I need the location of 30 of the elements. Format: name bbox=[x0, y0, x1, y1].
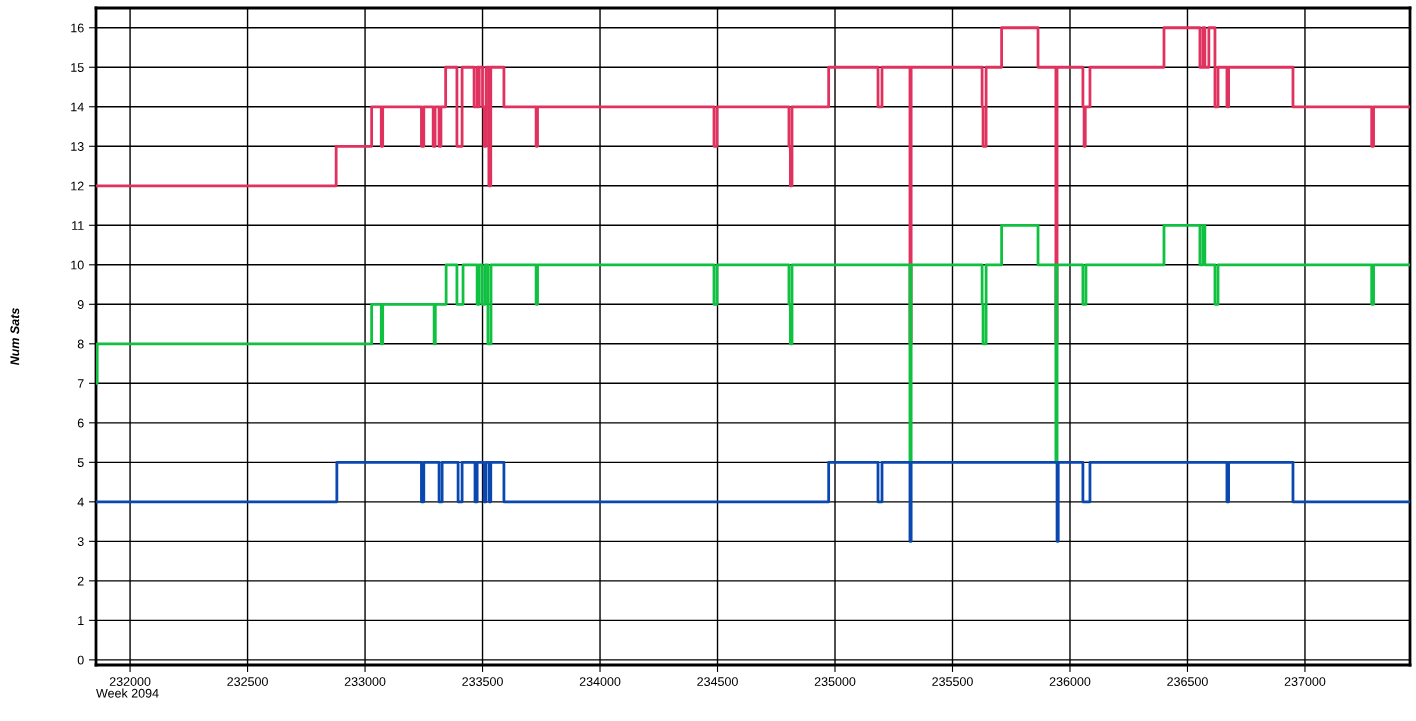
y-tick-label: 12 bbox=[71, 181, 84, 191]
x-tick-label: 236000 bbox=[1049, 677, 1091, 686]
x-tick-label: 233500 bbox=[462, 677, 503, 686]
y-tick-label: 2 bbox=[77, 576, 84, 586]
x-tick-label: 232000 bbox=[109, 677, 151, 686]
y-tick-label: 14 bbox=[71, 102, 84, 112]
y-tick-label: 8 bbox=[77, 339, 84, 349]
y-axis-title: Num Sats bbox=[10, 308, 20, 366]
y-tick-label: 7 bbox=[77, 379, 84, 388]
y-tick-label: 5 bbox=[77, 458, 84, 467]
x-tick-label: 235000 bbox=[814, 677, 856, 686]
y-tick-label: 0 bbox=[77, 655, 84, 665]
x-tick-label: 232500 bbox=[227, 677, 268, 686]
y-tick-label: 9 bbox=[77, 300, 84, 309]
y-tick-label: 3 bbox=[77, 537, 84, 546]
y-tick-label: 15 bbox=[71, 63, 84, 72]
y-tick-label: 1 bbox=[78, 616, 84, 625]
x-tick-label: 236500 bbox=[1167, 677, 1208, 686]
x-tick-label: 237000 bbox=[1284, 677, 1326, 686]
x-tick-label: 235500 bbox=[932, 677, 973, 686]
x-tick-label: 234000 bbox=[579, 677, 621, 686]
x-axis-title: Week 2094 bbox=[96, 688, 159, 698]
x-tick-label: 233000 bbox=[344, 677, 386, 686]
y-tick-label: 6 bbox=[77, 418, 84, 428]
y-tick-label: 11 bbox=[72, 221, 84, 230]
y-tick-label: 16 bbox=[71, 23, 84, 33]
y-tick-label: 10 bbox=[71, 260, 84, 270]
y-tick-label: 13 bbox=[71, 142, 84, 151]
y-tick-label: 4 bbox=[77, 497, 84, 507]
x-tick-label: 234500 bbox=[697, 677, 738, 686]
